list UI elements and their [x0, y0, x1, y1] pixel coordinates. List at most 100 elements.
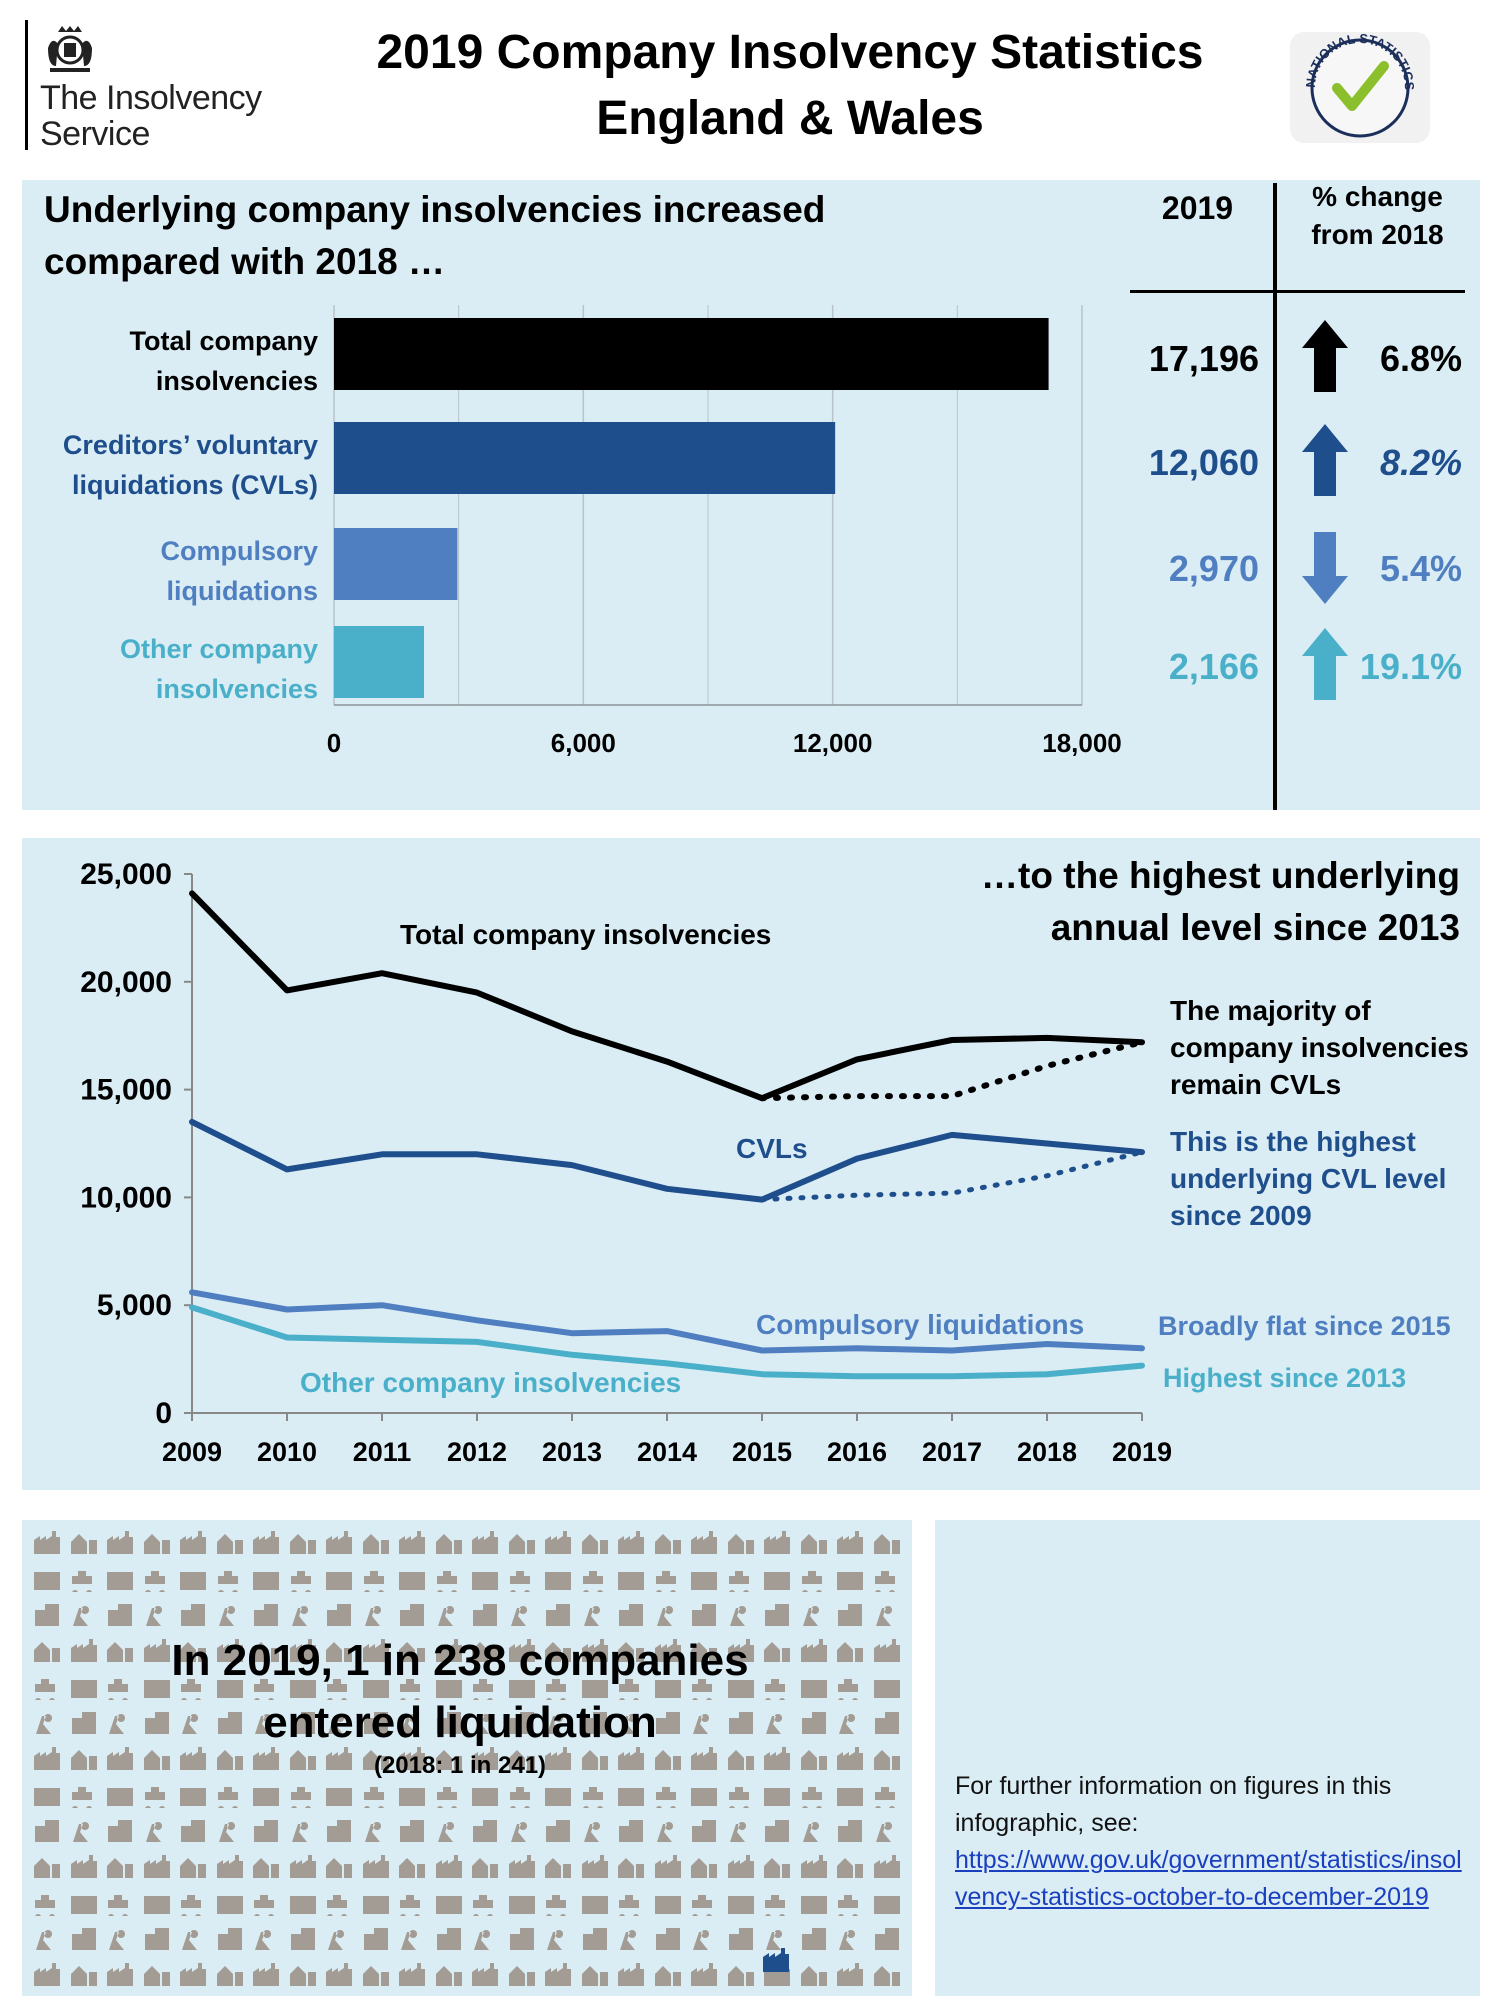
company-icon: [799, 1852, 829, 1885]
company-icon: [361, 1636, 391, 1669]
company-icon: [470, 1672, 500, 1705]
company-icon: [69, 1600, 99, 1633]
company-icon: [142, 1744, 172, 1777]
company-icon: [689, 1600, 719, 1633]
company-icon: [434, 1636, 464, 1669]
company-icon: [288, 1888, 318, 1921]
company-icon: [872, 1672, 902, 1705]
company-icon: [616, 1888, 646, 1921]
company-icon: [215, 1888, 245, 1921]
company-icon: [799, 1888, 829, 1921]
company-icon: [507, 1852, 537, 1885]
company-icon: [543, 1924, 573, 1957]
series-line: [189, 1289, 1145, 1354]
company-icon: [142, 1888, 172, 1921]
col-header-year: 2019: [1161, 190, 1234, 226]
company-icon: [434, 1672, 464, 1705]
company-icon: [251, 1744, 281, 1777]
company-icon: [178, 1816, 208, 1849]
company-icon: [142, 1924, 172, 1957]
company-icon: [434, 1816, 464, 1849]
series-line: [189, 890, 1145, 1102]
company-icon: [762, 1564, 792, 1597]
company-icon: [142, 1708, 172, 1741]
company-icon: [872, 1852, 902, 1885]
company-icon: [689, 1708, 719, 1741]
company-icon: [434, 1744, 464, 1777]
company-icon: [178, 1564, 208, 1597]
liquidation-comparison: (2018: 1 in 241): [373, 1752, 547, 1779]
company-icon: [178, 1960, 208, 1993]
company-icon: [762, 1924, 792, 1957]
col-header-change-line2: from 2018: [1311, 219, 1444, 250]
company-icon: [251, 1888, 281, 1921]
category-label: liquidations (CVLs): [72, 470, 318, 500]
company-icon: [872, 1888, 902, 1921]
company-icon: [580, 1672, 610, 1705]
mid-headline-line1: …to the highest underlying: [981, 855, 1460, 896]
further-info: For further information on figures in th…: [955, 1768, 1465, 1916]
org-name-line1: The Insolvency: [40, 79, 262, 117]
company-icon: [762, 1528, 792, 1561]
company-icon: [288, 1672, 318, 1705]
company-icon: [835, 1636, 865, 1669]
pct-change-label: 8.2%: [1380, 442, 1462, 483]
company-icon: [142, 1564, 172, 1597]
company-icon: [726, 1528, 756, 1561]
company-icon: [653, 1744, 683, 1777]
company-icon: [178, 1780, 208, 1813]
company-icon: [507, 1924, 537, 1957]
category-label: Compulsory: [160, 536, 318, 566]
y-tick-label: 25,000: [80, 858, 172, 891]
company-icon: [543, 1528, 573, 1561]
company-icon: [470, 1528, 500, 1561]
company-icon: [105, 1960, 135, 1993]
company-icon: [726, 1744, 756, 1777]
company-icon: [543, 1888, 573, 1921]
company-icon: [397, 1564, 427, 1597]
company-icon: [397, 1528, 427, 1561]
company-icon: [69, 1528, 99, 1561]
x-tick-label: 2012: [447, 1437, 507, 1467]
company-icon: [580, 1528, 610, 1561]
company-icon: [835, 1816, 865, 1849]
company-icon: [397, 1924, 427, 1957]
company-icon: [215, 1708, 245, 1741]
company-icon: [470, 1744, 500, 1777]
arrow-up-icon: [1302, 424, 1348, 496]
company-icon: [580, 1708, 610, 1741]
company-icon: [105, 1744, 135, 1777]
company-icon: [507, 1636, 537, 1669]
further-info-line1: For further information on figures in th…: [955, 1772, 1392, 1800]
company-icon: [178, 1852, 208, 1885]
company-icon: [799, 1564, 829, 1597]
further-info-line2: infographic, see:: [955, 1809, 1139, 1837]
col-header-change-line1: % change: [1312, 181, 1443, 212]
company-icon: [142, 1672, 172, 1705]
company-icon: [32, 1564, 62, 1597]
company-icon: [872, 1744, 902, 1777]
x-tick-label: 2017: [922, 1437, 982, 1467]
company-icon: [288, 1636, 318, 1669]
company-icon: [616, 1528, 646, 1561]
statistics-link[interactable]: https://www.gov.uk/government/statistics…: [955, 1846, 1462, 1911]
company-icon: [105, 1852, 135, 1885]
company-icon: [178, 1708, 208, 1741]
line-chart: 0 5,000 10,000 15,000 20,000 25,000 2009 2010 20…: [80, 858, 1172, 1467]
company-icon: [324, 1600, 354, 1633]
company-icon: [324, 1636, 354, 1669]
category-label: insolvencies: [156, 366, 318, 396]
company-icon: [507, 1708, 537, 1741]
company-icon: [397, 1816, 427, 1849]
value-label: 2,166: [1169, 646, 1259, 687]
company-icon: [215, 1528, 245, 1561]
company-icon: [835, 1924, 865, 1957]
series-label-total: Total company insolvencies: [400, 919, 772, 950]
company-icon: [32, 1852, 62, 1885]
company-icon: [762, 1744, 792, 1777]
company-icon: [397, 1744, 427, 1777]
value-label: 2,970: [1169, 548, 1259, 589]
company-icon: [105, 1924, 135, 1957]
arrow-up-icon: [1302, 320, 1348, 392]
series-label-compulsory: Compulsory liquidations: [756, 1309, 1085, 1340]
